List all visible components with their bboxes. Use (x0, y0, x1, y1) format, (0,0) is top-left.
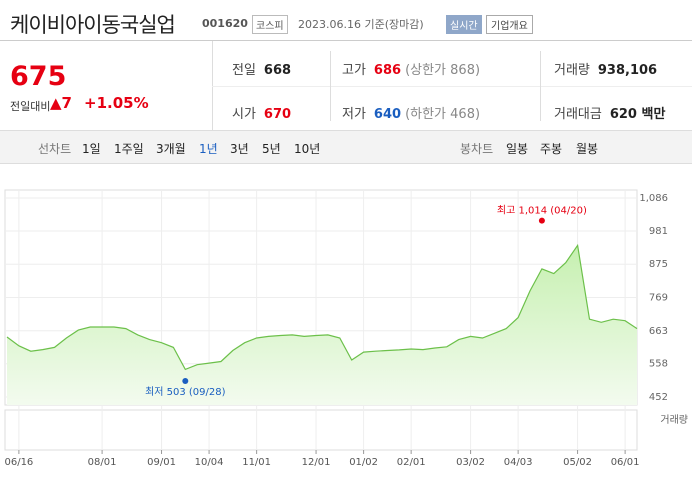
volume-label: 거래량 (660, 414, 688, 426)
company-button[interactable]: 기업개요 (486, 15, 533, 34)
change-rate: +1.05% (84, 94, 149, 112)
stock-name: 케이비아이동국실업 (10, 13, 176, 37)
x-tick-label: 01/02 (349, 457, 378, 468)
stat: 거래량 938,106 (554, 59, 657, 78)
area (7, 245, 637, 405)
tab[interactable]: 10년 (294, 142, 321, 156)
y-tick-label: 558 (649, 359, 668, 370)
x-tick-label: 09/01 (147, 457, 176, 468)
stat-label: 거래대금 (554, 107, 602, 122)
x-tick-label: 03/02 (456, 457, 485, 468)
y-tick-label: 663 (649, 326, 668, 337)
stat-value: 686 (373, 63, 402, 78)
x-tick-label: 06/01 (611, 457, 640, 468)
tab[interactable]: 일봉 (506, 142, 529, 156)
x-tick-label: 04/03 (504, 457, 533, 468)
stat-value: 640 (373, 107, 402, 122)
header: 케이비아이동국실업 001620 코스피 2023.06.16 기준(장마감) … (0, 0, 692, 40)
info-panel: 675 전일대비 ▲7 +1.05% 전일 668 고가 686 (상한가 868) … (0, 40, 692, 131)
separator (540, 51, 541, 121)
change: ▲7 (50, 94, 72, 112)
change-value: 7 (61, 94, 72, 112)
x-tick-label: 06/16 (4, 457, 33, 468)
stat-label: 시가 (232, 107, 256, 122)
y-tick-label: 1,086 (639, 193, 668, 204)
y-tick-label: 981 (649, 226, 668, 237)
tab-bar: 선차트 1일 1주일 3개월 1년 3년 5년 10년 봉차트 일봉 주봉 월봉 (0, 130, 692, 164)
stat-label: 저가 (342, 107, 366, 122)
tab[interactable]: 1일 (82, 142, 101, 156)
tab[interactable]: 3개월 (156, 142, 186, 156)
x-tick-label: 02/01 (397, 457, 426, 468)
stat-value: 620 백만 (609, 107, 666, 122)
y-tick-label: 875 (649, 259, 668, 270)
tab[interactable]: 1주일 (114, 142, 144, 156)
price-line (6, 243, 638, 371)
stat: 거래대금 620 백만 (554, 103, 665, 122)
volume-frame (4, 409, 638, 451)
annotation: 최고 1,014 (04/20) (497, 205, 587, 217)
x-tick-label: 12/01 (302, 457, 331, 468)
date: 2023.06.16 기준(장마감) (298, 18, 424, 31)
tab-label: 선차트 (38, 142, 72, 156)
y-tick-label: 769 (649, 293, 668, 304)
stat-sub: (상한가 868) (405, 63, 481, 78)
separator (330, 51, 331, 121)
stat-value: 938,106 (597, 63, 658, 78)
change-label: 전일대비 (10, 100, 51, 113)
current-price: 675 (10, 61, 67, 92)
stat: 전일 668 (232, 59, 291, 78)
realtime-button[interactable]: 실시간 (446, 15, 482, 34)
x-tick-label: 08/01 (88, 457, 117, 468)
tab[interactable]: 1년 (199, 142, 218, 156)
stat-sub: (하한가 468) (405, 107, 481, 122)
tab[interactable]: 월봉 (576, 142, 599, 156)
stat-label: 전일 (232, 63, 256, 78)
x-tick-label: 05/02 (563, 457, 592, 468)
stat-value: 668 (263, 63, 292, 78)
tab-label: 봉차트 (460, 142, 494, 156)
stock-code: 001620 (202, 17, 248, 30)
x-tick-label: 10/04 (195, 457, 224, 468)
stat: 고가 686 (상한가 868) (342, 59, 480, 78)
stat: 저가 640 (하한가 468) (342, 103, 480, 122)
annotation-dot (538, 217, 545, 224)
tab[interactable]: 주봉 (540, 142, 563, 156)
chart: 452 558 663 769 875 981 1,086 06/16 08/01 09/01 10… (4, 189, 688, 468)
tab[interactable]: 5년 (262, 142, 281, 156)
stat: 시가 670 (232, 103, 291, 122)
tab[interactable]: 3년 (230, 142, 249, 156)
market: 코스피 (252, 15, 288, 34)
y-tick-label: 452 (649, 392, 668, 403)
stat-label: 고가 (342, 63, 366, 78)
stat-label: 거래량 (554, 63, 590, 78)
stat-value: 670 (263, 107, 292, 122)
separator (212, 86, 692, 87)
annotation-dot (182, 377, 189, 384)
annotation: 최저 503 (09/28) (145, 386, 226, 398)
x-tick-label: 11/01 (242, 457, 271, 468)
price-box: 675 전일대비 ▲7 +1.05% (0, 41, 213, 131)
